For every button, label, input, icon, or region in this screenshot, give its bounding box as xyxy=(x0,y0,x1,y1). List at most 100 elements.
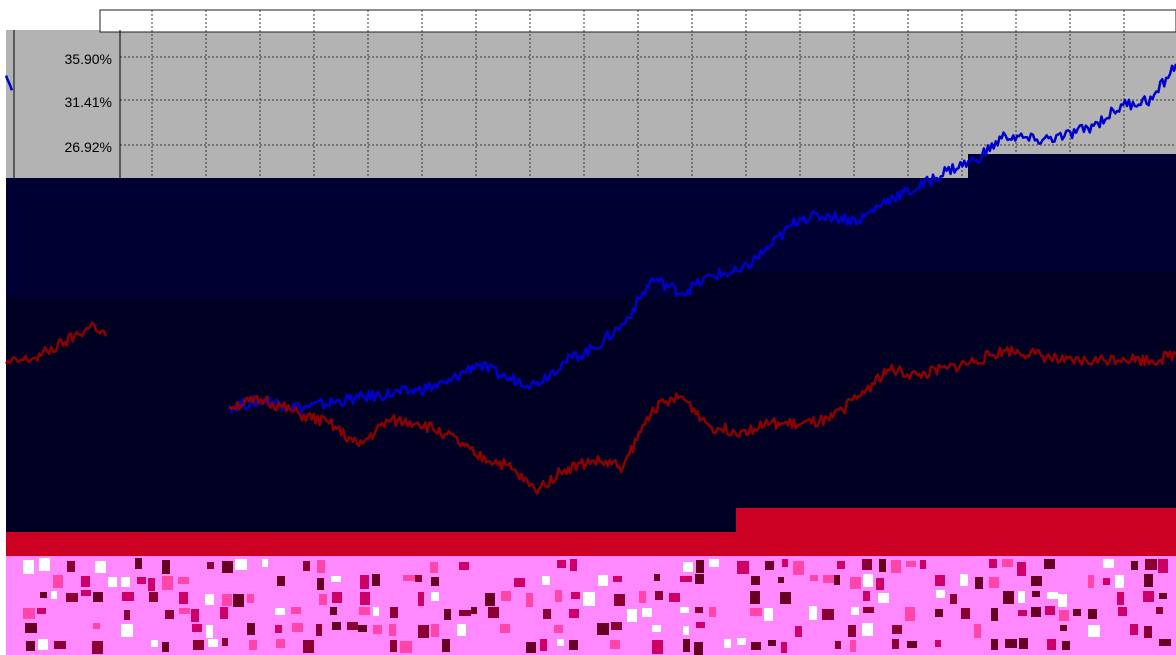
noise-block xyxy=(275,625,282,633)
noise-block xyxy=(683,626,689,635)
noise-block xyxy=(193,640,204,650)
noise-block xyxy=(1144,626,1152,638)
noise-block xyxy=(750,608,762,616)
noise-block xyxy=(961,608,970,619)
noise-block xyxy=(488,607,499,618)
noise-block xyxy=(848,625,856,637)
y-tick-label: 26.92% xyxy=(65,139,112,155)
noise-block xyxy=(358,625,367,632)
noise-block xyxy=(526,642,536,653)
noise-block xyxy=(920,560,926,569)
noise-block xyxy=(208,639,218,647)
noise-block xyxy=(418,592,424,606)
noise-block xyxy=(1031,576,1042,586)
noise-block xyxy=(557,560,566,568)
noise-block xyxy=(431,577,439,586)
noise-block xyxy=(23,608,35,619)
noise-layer xyxy=(6,508,1176,655)
noise-block xyxy=(93,592,103,602)
noise-block xyxy=(373,607,379,616)
noise-block xyxy=(191,609,199,622)
noise-block xyxy=(108,577,117,587)
noise-block xyxy=(764,608,773,621)
noise-block xyxy=(332,622,341,630)
noise-block xyxy=(332,592,342,603)
noise-block xyxy=(793,561,804,575)
noise-block xyxy=(400,641,412,653)
noise-block xyxy=(611,622,622,630)
noise-block xyxy=(459,562,469,570)
noise-block xyxy=(851,607,859,615)
noise-block xyxy=(1073,609,1081,616)
noise-block xyxy=(360,592,370,605)
noise-block xyxy=(683,562,693,572)
noise-block xyxy=(277,576,285,586)
noise-block xyxy=(151,640,158,647)
noise-block xyxy=(135,558,142,569)
noise-block xyxy=(38,639,48,650)
noise-block xyxy=(822,609,834,620)
noise-block xyxy=(1018,610,1027,616)
noise-block xyxy=(557,639,564,646)
noise-block xyxy=(276,639,285,648)
noise-block xyxy=(892,639,899,649)
noise-block xyxy=(1159,639,1171,646)
noise-block xyxy=(247,594,254,603)
noise-block xyxy=(554,625,563,633)
noise-block xyxy=(459,610,471,616)
noise-block xyxy=(936,590,945,598)
noise-block xyxy=(652,625,661,632)
noise-block xyxy=(162,560,170,574)
noise-block xyxy=(222,638,228,646)
noise-block xyxy=(669,593,680,602)
noise-block xyxy=(148,578,155,591)
noise-block xyxy=(709,559,719,567)
noise-block xyxy=(51,591,57,599)
noise-block xyxy=(137,577,146,584)
noise-block xyxy=(835,641,841,649)
y-tick-label: 31.41% xyxy=(65,94,112,110)
noise-block xyxy=(121,577,130,587)
noise-block xyxy=(1103,559,1114,568)
noise-block xyxy=(782,559,788,567)
noise-block xyxy=(403,575,415,581)
noise-block xyxy=(1031,607,1041,617)
noise-block xyxy=(570,559,577,571)
noise-block xyxy=(122,592,134,601)
noise-block xyxy=(1003,591,1014,604)
noise-block xyxy=(1088,625,1100,637)
dark-band-upper-right xyxy=(968,154,1176,178)
noise-block xyxy=(317,560,325,573)
noise-block xyxy=(235,559,247,570)
noise-block xyxy=(222,561,233,573)
noise-block xyxy=(654,574,660,581)
noise-block xyxy=(680,576,692,582)
noise-block xyxy=(823,575,835,583)
noise-block xyxy=(1019,638,1028,649)
noise-block xyxy=(233,594,244,607)
noise-block xyxy=(347,622,358,630)
noise-block xyxy=(1130,624,1138,635)
noise-block xyxy=(249,640,257,650)
series-line-red-segment-0 xyxy=(4,321,108,365)
noise-block xyxy=(330,607,337,615)
noise-block xyxy=(1045,606,1055,615)
noise-block xyxy=(542,576,550,585)
noise-block xyxy=(373,625,382,634)
noise-block xyxy=(610,640,620,649)
dark-band-lower xyxy=(6,298,1176,532)
noise-block xyxy=(54,641,66,649)
noise-block xyxy=(390,640,397,652)
noise-block xyxy=(124,610,130,620)
noise-block xyxy=(431,592,439,601)
noise-block xyxy=(418,625,429,638)
noise-band-red-right xyxy=(736,508,1176,532)
noise-block xyxy=(906,561,916,567)
noise-block xyxy=(543,609,551,619)
noise-block xyxy=(583,592,595,606)
noise-block xyxy=(863,591,870,601)
noise-block xyxy=(514,578,525,587)
noise-block xyxy=(53,575,63,588)
noise-block xyxy=(991,608,998,621)
noise-block xyxy=(192,624,202,632)
